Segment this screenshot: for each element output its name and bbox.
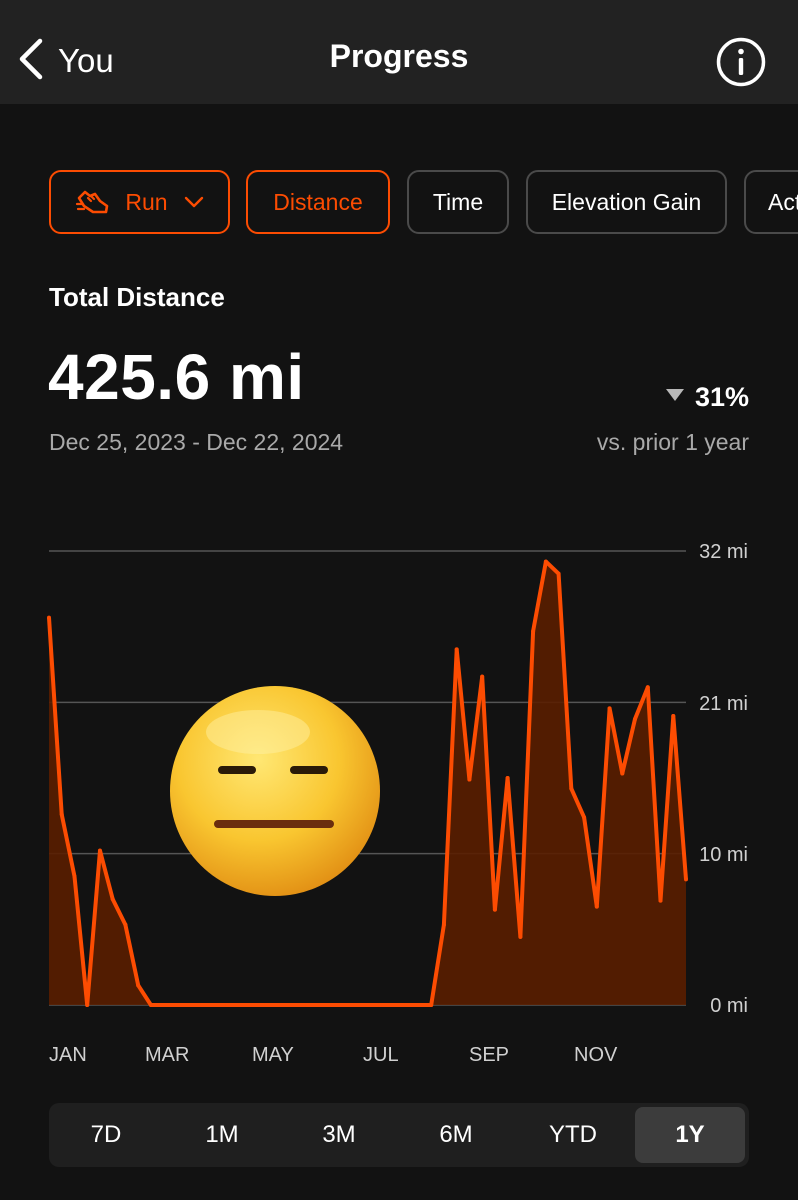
range-7d[interactable]: 7D [90, 1121, 122, 1148]
data-point [123, 922, 128, 927]
data-point [645, 685, 650, 690]
data-point [671, 713, 676, 718]
filter-chip-row: Run Distance Time Elevation Gain Act [0, 170, 798, 236]
data-point [531, 629, 536, 634]
chip-activities[interactable]: Act [744, 170, 798, 234]
data-point [250, 1003, 255, 1007]
data-point [327, 1003, 332, 1007]
range-3m[interactable]: 3M [322, 1121, 356, 1148]
data-point [47, 615, 51, 620]
page-title: Progress [329, 38, 469, 74]
back-button[interactable]: You [14, 36, 114, 86]
y-tick-label: 0 mi [710, 995, 748, 1017]
distance-area-fill [49, 561, 686, 1005]
expressionless-face-icon [170, 686, 380, 896]
data-point [289, 1003, 294, 1007]
shoe-icon [75, 184, 111, 220]
range-6m[interactable]: 6M [439, 1121, 473, 1148]
range-1y[interactable]: 1Y [635, 1107, 745, 1163]
x-tick-label: JUL [363, 1044, 399, 1066]
data-point [148, 1003, 153, 1007]
data-point [314, 1003, 319, 1007]
data-point [582, 815, 587, 820]
data-point [607, 706, 612, 711]
distance-chart: 32 mi 21 mi 10 mi 0 mi JAN MAR MAY JUL S… [47, 541, 748, 1066]
chip-elevation-gain[interactable]: Elevation Gain [526, 170, 727, 234]
total-distance-value: 425.6 mi [48, 341, 305, 413]
data-point [390, 1003, 395, 1007]
sport-selector-label: Run [125, 188, 168, 215]
data-point [85, 1003, 90, 1007]
data-point [658, 898, 663, 903]
data-point [365, 1003, 370, 1007]
top-nav-bar: You Progress [0, 0, 798, 104]
data-point [59, 812, 64, 817]
x-tick-label: SEP [469, 1044, 509, 1066]
range-1m[interactable]: 1M [205, 1121, 239, 1148]
data-point [174, 1003, 179, 1007]
data-point [403, 1003, 408, 1007]
data-point [276, 1003, 281, 1007]
data-point [441, 922, 446, 927]
info-icon [715, 37, 767, 92]
data-point [110, 897, 115, 902]
data-point [454, 647, 459, 652]
data-point [416, 1003, 421, 1007]
x-tick-label: NOV [574, 1044, 618, 1066]
y-tick-label: 10 mi [699, 844, 748, 866]
chip-time[interactable]: Time [407, 170, 509, 234]
data-point [620, 771, 625, 776]
data-point [72, 874, 77, 879]
data-point [97, 848, 102, 853]
y-tick-label: 32 mi [699, 541, 748, 563]
data-point [633, 716, 638, 721]
data-point [480, 674, 485, 679]
range-ytd[interactable]: YTD [549, 1121, 597, 1148]
data-point [569, 786, 574, 791]
chevron-down-icon [184, 195, 204, 209]
data-point [505, 776, 510, 780]
sport-selector-chip[interactable]: Run [49, 170, 230, 234]
x-tick-label: MAR [145, 1044, 189, 1066]
data-point [594, 904, 599, 909]
back-label: You [58, 42, 114, 79]
data-point [492, 907, 497, 912]
data-point [136, 983, 141, 988]
data-point [378, 1003, 383, 1007]
chip-distance[interactable]: Distance [246, 170, 390, 234]
data-point [543, 559, 548, 564]
y-tick-label: 21 mi [699, 693, 748, 715]
data-point [352, 1003, 357, 1007]
data-point [467, 777, 472, 782]
data-point [238, 1003, 243, 1007]
chart-points [47, 559, 688, 1007]
triangle-down-icon [665, 388, 685, 407]
info-button[interactable] [715, 36, 767, 88]
data-point [556, 571, 561, 576]
date-range: Dec 25, 2023 - Dec 22, 2024 [49, 429, 344, 455]
change-indicator: 31% [665, 382, 749, 413]
data-point [199, 1003, 204, 1007]
data-point [301, 1003, 306, 1007]
x-tick-label: MAY [252, 1044, 294, 1066]
time-range-selector: 7D 1M 3M 6M YTD 1Y [49, 1103, 749, 1167]
data-point [225, 1003, 230, 1007]
data-point [161, 1003, 166, 1007]
metric-label: Total Distance [49, 282, 225, 312]
data-point [429, 1003, 434, 1007]
comparison-label: vs. prior 1 year [596, 429, 749, 455]
data-point [263, 1003, 268, 1007]
change-percent: 31% [694, 382, 749, 412]
data-point [340, 1003, 345, 1007]
data-point [187, 1003, 192, 1007]
x-tick-label: JAN [49, 1044, 87, 1066]
chevron-left-icon [14, 36, 48, 87]
data-point [518, 934, 523, 939]
data-point [684, 877, 688, 882]
data-point [212, 1003, 217, 1007]
